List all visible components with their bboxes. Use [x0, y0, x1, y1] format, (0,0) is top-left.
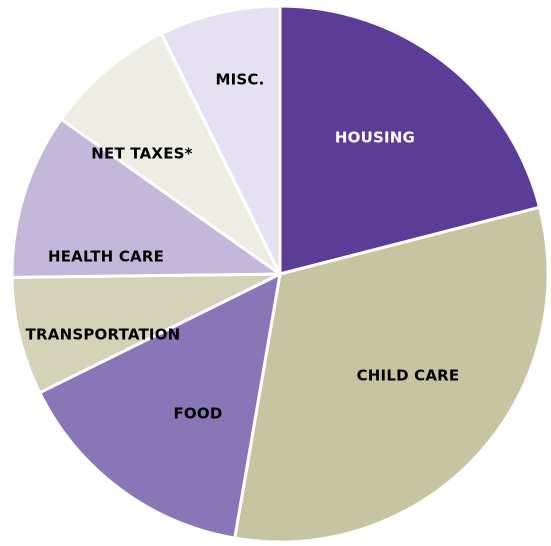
pie-slices	[10, 4, 550, 544]
pie-label-child-care: CHILD CARE	[357, 367, 460, 385]
pie-slice-transportation	[10, 272, 282, 395]
pie-slice-food	[38, 272, 282, 540]
pie-labels: HOUSING CHILD CARE FOOD TRANSPORTATION HEALT…	[26, 71, 460, 423]
pie-slice-net-taxes	[59, 32, 282, 276]
pie-slice-child-care	[233, 205, 550, 544]
pie-slice-housing	[278, 4, 542, 276]
pie-label-health-care: HEALTH CARE	[48, 248, 164, 266]
pie-label-transportation: TRANSPORTATION	[26, 326, 181, 344]
pie-slice-health-care	[10, 117, 282, 279]
pie-slice-misc	[159, 4, 282, 276]
pie-label-food: FOOD	[173, 405, 222, 423]
pie-label-net-taxes: NET TAXES*	[91, 145, 192, 163]
pie-label-misc: MISC.	[215, 71, 264, 89]
pie-label-housing: HOUSING	[335, 129, 415, 147]
